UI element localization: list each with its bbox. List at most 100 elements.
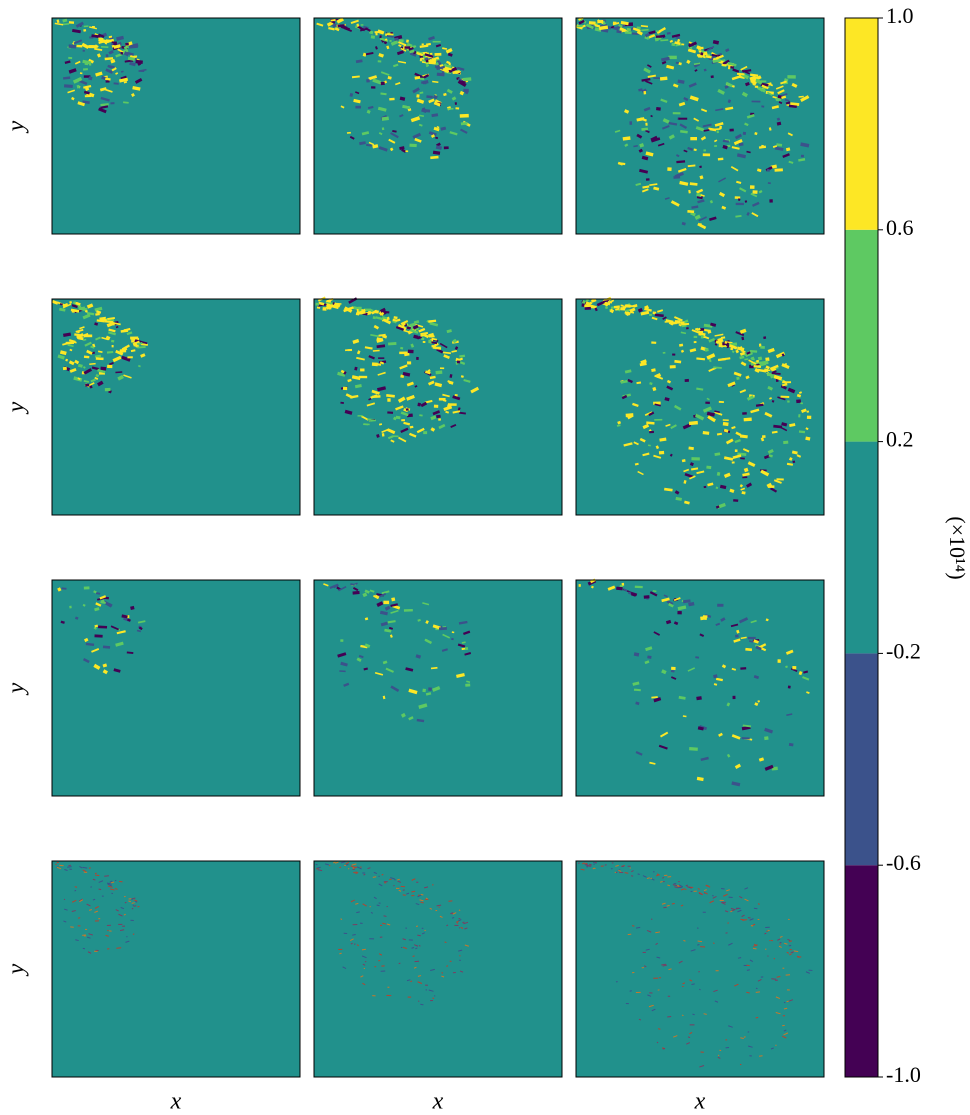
texture bbox=[629, 307, 636, 313]
texture bbox=[744, 887, 749, 890]
texture bbox=[355, 59, 363, 64]
texture bbox=[83, 355, 90, 359]
texture bbox=[452, 338, 457, 344]
texture bbox=[396, 50, 404, 56]
texture bbox=[713, 674, 718, 679]
texture bbox=[372, 78, 382, 85]
texture bbox=[577, 862, 580, 864]
texture bbox=[660, 731, 669, 738]
texture bbox=[109, 880, 113, 883]
texture bbox=[640, 24, 649, 28]
texture bbox=[133, 905, 137, 907]
texture bbox=[698, 971, 700, 973]
texture bbox=[332, 23, 338, 28]
texture bbox=[391, 435, 399, 438]
texture bbox=[678, 117, 688, 120]
texture bbox=[405, 927, 407, 929]
texture bbox=[373, 324, 380, 330]
texture bbox=[98, 38, 108, 44]
texture bbox=[656, 956, 661, 959]
texture bbox=[678, 695, 686, 700]
texture bbox=[645, 178, 650, 181]
texture bbox=[88, 76, 93, 81]
texture bbox=[83, 368, 93, 375]
texture bbox=[350, 583, 355, 586]
texture bbox=[745, 375, 750, 380]
texture bbox=[776, 117, 781, 121]
texture bbox=[406, 381, 414, 387]
texture bbox=[702, 153, 711, 157]
texture bbox=[370, 35, 376, 39]
texture bbox=[703, 891, 708, 895]
texture bbox=[742, 472, 750, 477]
texture bbox=[607, 300, 613, 304]
texture bbox=[380, 92, 387, 96]
texture bbox=[420, 401, 428, 408]
texture bbox=[718, 177, 727, 183]
texture bbox=[697, 222, 707, 230]
texture bbox=[357, 415, 363, 417]
texture bbox=[456, 360, 460, 364]
texture bbox=[683, 149, 688, 153]
texture bbox=[94, 354, 102, 358]
texture bbox=[716, 432, 723, 436]
texture bbox=[130, 336, 139, 340]
texture bbox=[683, 939, 686, 942]
texture bbox=[330, 19, 336, 22]
texture bbox=[91, 366, 99, 371]
texture bbox=[78, 898, 83, 902]
texture bbox=[622, 306, 627, 309]
texture bbox=[137, 620, 146, 624]
texture bbox=[438, 626, 447, 631]
texture bbox=[660, 39, 669, 42]
texture bbox=[621, 582, 625, 586]
texture bbox=[338, 948, 343, 950]
texture bbox=[446, 329, 452, 334]
texture bbox=[760, 469, 770, 477]
texture bbox=[664, 397, 670, 402]
texture bbox=[458, 918, 461, 920]
texture bbox=[105, 39, 112, 42]
texture bbox=[460, 375, 464, 378]
texture bbox=[118, 913, 123, 917]
texture bbox=[76, 302, 80, 305]
texture bbox=[56, 19, 60, 24]
texture bbox=[384, 882, 387, 884]
texture bbox=[688, 601, 695, 607]
texture bbox=[785, 101, 791, 105]
texture bbox=[680, 349, 685, 353]
texture bbox=[375, 46, 378, 50]
texture bbox=[371, 389, 380, 395]
texture bbox=[603, 299, 610, 303]
texture bbox=[100, 600, 106, 605]
texture bbox=[378, 902, 381, 904]
texture bbox=[91, 25, 95, 28]
texture bbox=[411, 890, 416, 893]
texture bbox=[400, 712, 406, 718]
texture bbox=[343, 682, 350, 687]
texture bbox=[74, 359, 80, 365]
texture bbox=[694, 69, 698, 72]
texture bbox=[768, 454, 773, 458]
texture bbox=[755, 646, 759, 649]
texture bbox=[68, 864, 72, 867]
texture bbox=[360, 644, 368, 649]
texture bbox=[120, 929, 125, 931]
texture bbox=[739, 355, 745, 360]
texture bbox=[648, 1004, 654, 1008]
texture bbox=[414, 75, 421, 80]
texture bbox=[381, 874, 384, 876]
texture bbox=[654, 37, 659, 42]
texture bbox=[661, 597, 670, 603]
texture bbox=[361, 131, 370, 136]
texture bbox=[788, 999, 794, 1002]
texture bbox=[616, 586, 623, 591]
texture bbox=[435, 62, 439, 66]
texture bbox=[130, 605, 135, 611]
texture bbox=[662, 118, 670, 124]
texture bbox=[368, 141, 375, 146]
texture bbox=[722, 419, 729, 422]
texture bbox=[115, 909, 119, 912]
texture bbox=[377, 60, 382, 63]
texture bbox=[758, 643, 767, 649]
